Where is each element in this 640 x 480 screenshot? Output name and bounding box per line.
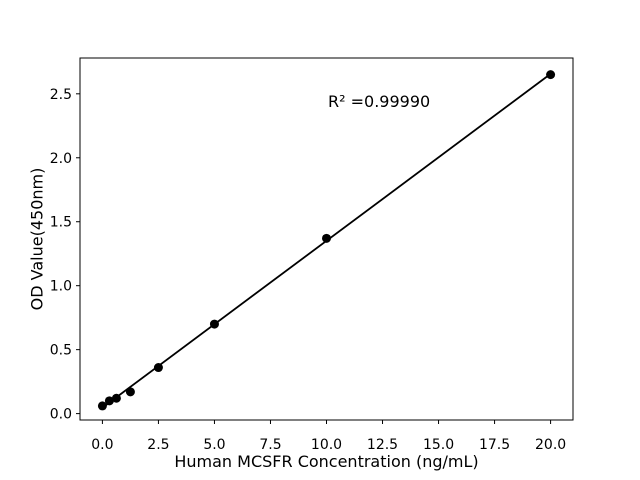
data-point — [209, 319, 219, 329]
r-squared-annotation: R² =0.99990 — [328, 92, 431, 111]
y-tick-label: 0.5 — [50, 343, 72, 359]
y-axis-label: OD Value(450nm) — [27, 167, 47, 311]
y-tick-label: 1.5 — [50, 215, 72, 231]
x-tick-label: 17.5 — [479, 437, 510, 453]
x-tick-label: 5.0 — [203, 437, 225, 453]
data-point — [111, 393, 121, 403]
x-tick-label: 2.5 — [147, 437, 169, 453]
y-tick-label: 2.5 — [50, 87, 72, 103]
y-tick-label: 0.0 — [50, 407, 72, 423]
x-tick-label: 15.0 — [423, 437, 454, 453]
x-tick-label: 10.0 — [311, 437, 342, 453]
x-tick-label: 20.0 — [535, 437, 566, 453]
x-tick-label: 12.5 — [367, 437, 398, 453]
data-point — [546, 70, 556, 80]
data-point — [97, 401, 107, 411]
data-point — [104, 396, 114, 406]
y-tick-label: 2.0 — [50, 151, 72, 167]
y-tick-label: 1.0 — [50, 279, 72, 295]
data-point — [125, 387, 135, 397]
x-tick-label: 0.0 — [91, 437, 113, 453]
data-point — [322, 233, 331, 243]
x-axis-label: Human MCSFR Concentration (ng/mL) — [174, 452, 479, 471]
data-point — [153, 363, 163, 373]
x-tick-label: 7.5 — [259, 437, 281, 453]
